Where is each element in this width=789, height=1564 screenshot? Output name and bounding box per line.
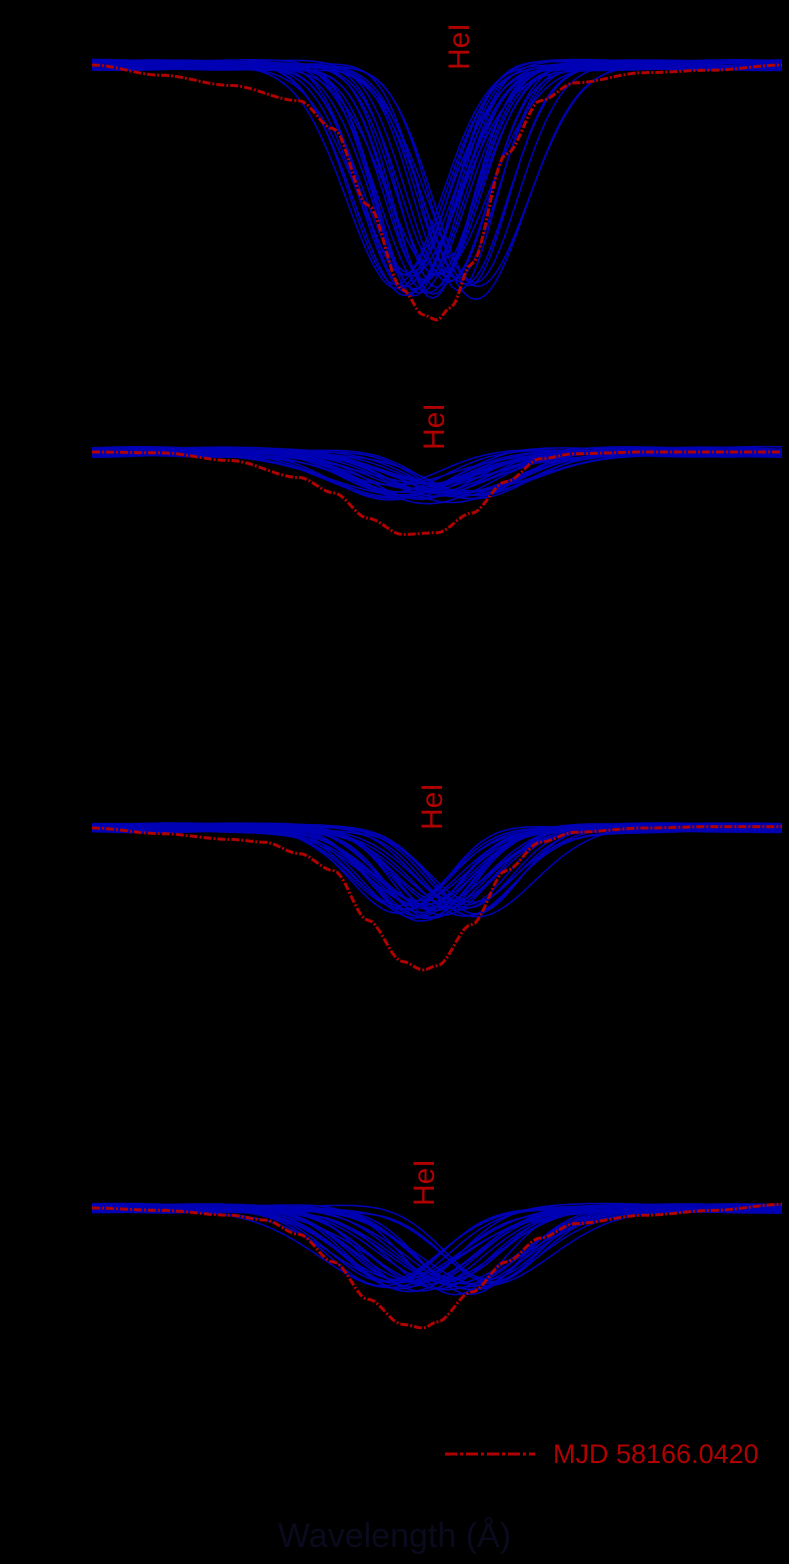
panel-4-line-label: HeI — [408, 1159, 441, 1206]
epoch-profile-line — [91, 62, 783, 277]
epoch-profile-line — [92, 453, 783, 486]
epoch-profile-line — [91, 1207, 783, 1285]
x-axis-label: Wavelength (Å) — [277, 1517, 512, 1555]
legend-label: MJD 58166.0420 — [553, 1438, 759, 1469]
epoch-profile-line — [91, 65, 783, 281]
epoch-profile-line — [91, 59, 782, 274]
epoch-profile-line — [91, 826, 782, 914]
epoch-profile-line — [91, 828, 783, 919]
epoch-profile-line — [91, 66, 783, 295]
epoch-profile-line — [91, 446, 783, 500]
epoch-profile-line — [91, 826, 783, 915]
panel-1-line-label: HeI — [443, 23, 476, 70]
epoch-profile-line — [91, 1202, 783, 1288]
epoch-profile-line — [91, 1208, 783, 1285]
legend: MJD 58166.0420 — [445, 1437, 759, 1471]
panel-3-curves — [91, 822, 783, 972]
epoch-profile-line — [91, 62, 783, 286]
epoch-profile-line — [91, 448, 783, 504]
epoch-profile-line — [91, 59, 782, 283]
epoch-profile-line — [91, 822, 783, 909]
epoch-profile-line — [91, 828, 783, 906]
epoch-profile-line — [91, 59, 783, 297]
epoch-profile-line — [91, 64, 782, 280]
reference-profile-line — [92, 1202, 782, 1330]
reference-profile-line — [91, 63, 782, 322]
reference-profile-line — [92, 450, 782, 537]
panel-4-curves — [91, 1202, 783, 1330]
epoch-profile-line — [92, 1203, 783, 1296]
epoch-profile-line — [91, 1208, 783, 1284]
panel-3-line-label: HeI — [416, 783, 449, 830]
epoch-profile-line — [92, 60, 783, 285]
legend-dash-dot-line-icon — [445, 1452, 535, 1456]
epoch-profile-line — [91, 62, 783, 299]
panel-2-line-label: HeI — [418, 403, 451, 450]
reference-profile-line — [92, 825, 782, 972]
panel-1-curves — [91, 58, 783, 322]
epoch-profile-line — [91, 1204, 783, 1281]
epoch-profile-line — [91, 66, 783, 277]
epoch-profile-line — [91, 826, 783, 907]
panel-2-curves — [91, 445, 783, 537]
epoch-profile-line — [91, 823, 782, 915]
